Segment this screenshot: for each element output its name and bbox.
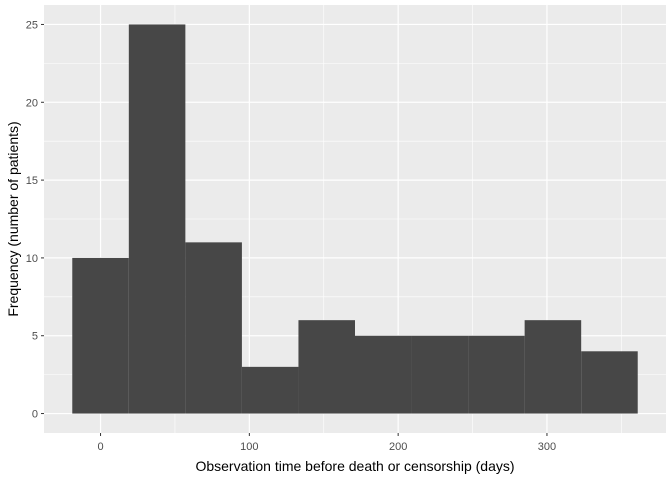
y-axis: 0 5 10 15 20 25: [26, 19, 44, 421]
y-tick-label: 15: [26, 175, 38, 187]
y-tick-label: 0: [32, 409, 38, 421]
histogram-bar: [128, 24, 186, 414]
y-tick-label: 10: [26, 253, 38, 265]
y-tick-label: 5: [32, 331, 38, 343]
histogram-bar: [72, 257, 129, 414]
histogram-bar: [241, 366, 299, 414]
x-tick-label: 200: [389, 441, 407, 453]
histogram-bar: [524, 320, 582, 414]
histogram-bar: [298, 320, 355, 414]
histogram-bar: [468, 335, 525, 414]
histogram-bar: [411, 335, 469, 414]
x-tick-label: 100: [240, 441, 258, 453]
y-tick-label: 25: [26, 19, 38, 31]
histogram-bar: [581, 351, 638, 414]
histogram-bar: [355, 335, 412, 414]
y-axis-title: Frequency (number of patients): [5, 121, 21, 316]
histogram-bars: [72, 24, 638, 414]
y-tick-label: 20: [26, 97, 38, 109]
histogram-bar: [185, 242, 242, 414]
x-tick-label: 300: [538, 441, 556, 453]
x-axis-title: Observation time before death or censors…: [195, 458, 514, 474]
x-tick-label: 0: [97, 441, 103, 453]
x-axis: 0 100 200 300: [97, 433, 556, 453]
